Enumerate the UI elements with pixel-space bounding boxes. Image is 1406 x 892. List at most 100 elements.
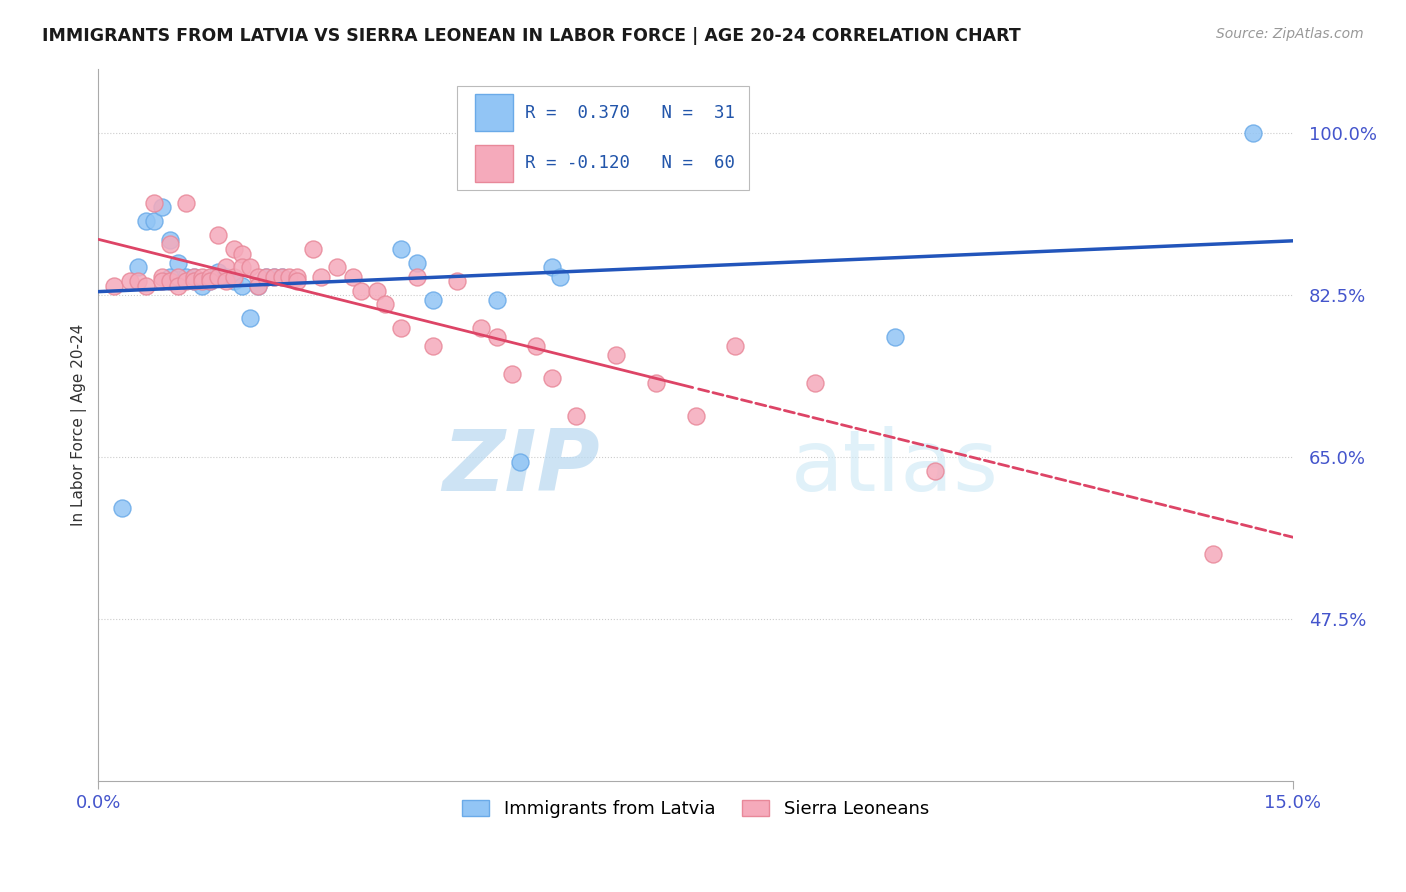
Point xyxy=(191,279,214,293)
Point xyxy=(342,269,364,284)
Point xyxy=(509,455,531,469)
Point xyxy=(485,293,508,307)
Point xyxy=(150,269,173,284)
Point xyxy=(541,371,564,385)
Point xyxy=(143,195,166,210)
Point xyxy=(254,269,277,284)
Text: Source: ZipAtlas.com: Source: ZipAtlas.com xyxy=(1216,27,1364,41)
Point xyxy=(127,260,149,275)
Point xyxy=(191,269,214,284)
Point xyxy=(183,269,205,284)
Point xyxy=(470,320,492,334)
Point xyxy=(183,269,205,284)
Point xyxy=(254,269,277,284)
Point xyxy=(174,274,197,288)
Point xyxy=(183,274,205,288)
Y-axis label: In Labor Force | Age 20-24: In Labor Force | Age 20-24 xyxy=(72,324,87,526)
Point xyxy=(215,274,238,288)
Point xyxy=(804,376,827,391)
Point xyxy=(150,200,173,214)
Point xyxy=(263,269,285,284)
Point xyxy=(135,214,157,228)
Point xyxy=(150,274,173,288)
Point xyxy=(389,320,412,334)
Point xyxy=(159,233,181,247)
Point xyxy=(350,284,373,298)
Point xyxy=(263,269,285,284)
Point xyxy=(541,260,564,275)
Point xyxy=(246,279,269,293)
Point xyxy=(1202,547,1225,561)
Point xyxy=(406,256,429,270)
Point xyxy=(287,274,309,288)
Point xyxy=(302,242,325,256)
Point xyxy=(215,260,238,275)
Point xyxy=(565,409,588,423)
Point xyxy=(406,269,429,284)
FancyBboxPatch shape xyxy=(475,145,513,182)
Point xyxy=(246,279,269,293)
Point xyxy=(270,269,292,284)
Point xyxy=(159,274,181,288)
Point xyxy=(103,279,125,293)
Point xyxy=(207,228,229,243)
Point xyxy=(198,274,221,288)
Point xyxy=(524,339,547,353)
Point xyxy=(127,274,149,288)
Point xyxy=(446,274,468,288)
Point xyxy=(222,274,245,288)
Point xyxy=(883,330,905,344)
Point xyxy=(278,269,301,284)
Point xyxy=(270,269,292,284)
Point xyxy=(501,367,523,381)
Point xyxy=(222,269,245,284)
Point xyxy=(174,195,197,210)
Point xyxy=(207,269,229,284)
Point xyxy=(120,274,142,288)
Legend: Immigrants from Latvia, Sierra Leoneans: Immigrants from Latvia, Sierra Leoneans xyxy=(456,793,936,825)
Point xyxy=(111,501,134,516)
Text: R =  0.370   N =  31: R = 0.370 N = 31 xyxy=(524,103,735,121)
Point xyxy=(167,256,190,270)
Text: ZIP: ZIP xyxy=(443,426,600,509)
Point xyxy=(548,269,571,284)
Point xyxy=(143,214,166,228)
Point xyxy=(174,269,197,284)
Point xyxy=(422,339,444,353)
Point xyxy=(1241,126,1264,140)
Point xyxy=(374,297,396,311)
Point xyxy=(644,376,666,391)
Point xyxy=(311,269,333,284)
Point xyxy=(239,311,262,326)
Point xyxy=(183,274,205,288)
Point xyxy=(231,246,253,260)
Point xyxy=(207,265,229,279)
Point xyxy=(198,274,221,288)
FancyBboxPatch shape xyxy=(457,87,749,190)
FancyBboxPatch shape xyxy=(475,95,513,131)
Point xyxy=(191,274,214,288)
Point xyxy=(159,269,181,284)
Point xyxy=(326,260,349,275)
Point xyxy=(231,260,253,275)
Point xyxy=(239,260,262,275)
Text: IMMIGRANTS FROM LATVIA VS SIERRA LEONEAN IN LABOR FORCE | AGE 20-24 CORRELATION : IMMIGRANTS FROM LATVIA VS SIERRA LEONEAN… xyxy=(42,27,1021,45)
Point xyxy=(685,409,707,423)
Point xyxy=(366,284,388,298)
Point xyxy=(159,237,181,252)
Text: R = -0.120   N =  60: R = -0.120 N = 60 xyxy=(524,154,735,172)
Point xyxy=(167,269,190,284)
Point xyxy=(724,339,747,353)
Point xyxy=(485,330,508,344)
Point xyxy=(198,269,221,284)
Point xyxy=(222,242,245,256)
Point xyxy=(605,348,627,362)
Point xyxy=(167,279,190,293)
Point xyxy=(135,279,157,293)
Point xyxy=(422,293,444,307)
Point xyxy=(389,242,412,256)
Point xyxy=(924,464,946,478)
Text: atlas: atlas xyxy=(792,426,1000,509)
Point xyxy=(246,269,269,284)
Point xyxy=(215,269,238,284)
